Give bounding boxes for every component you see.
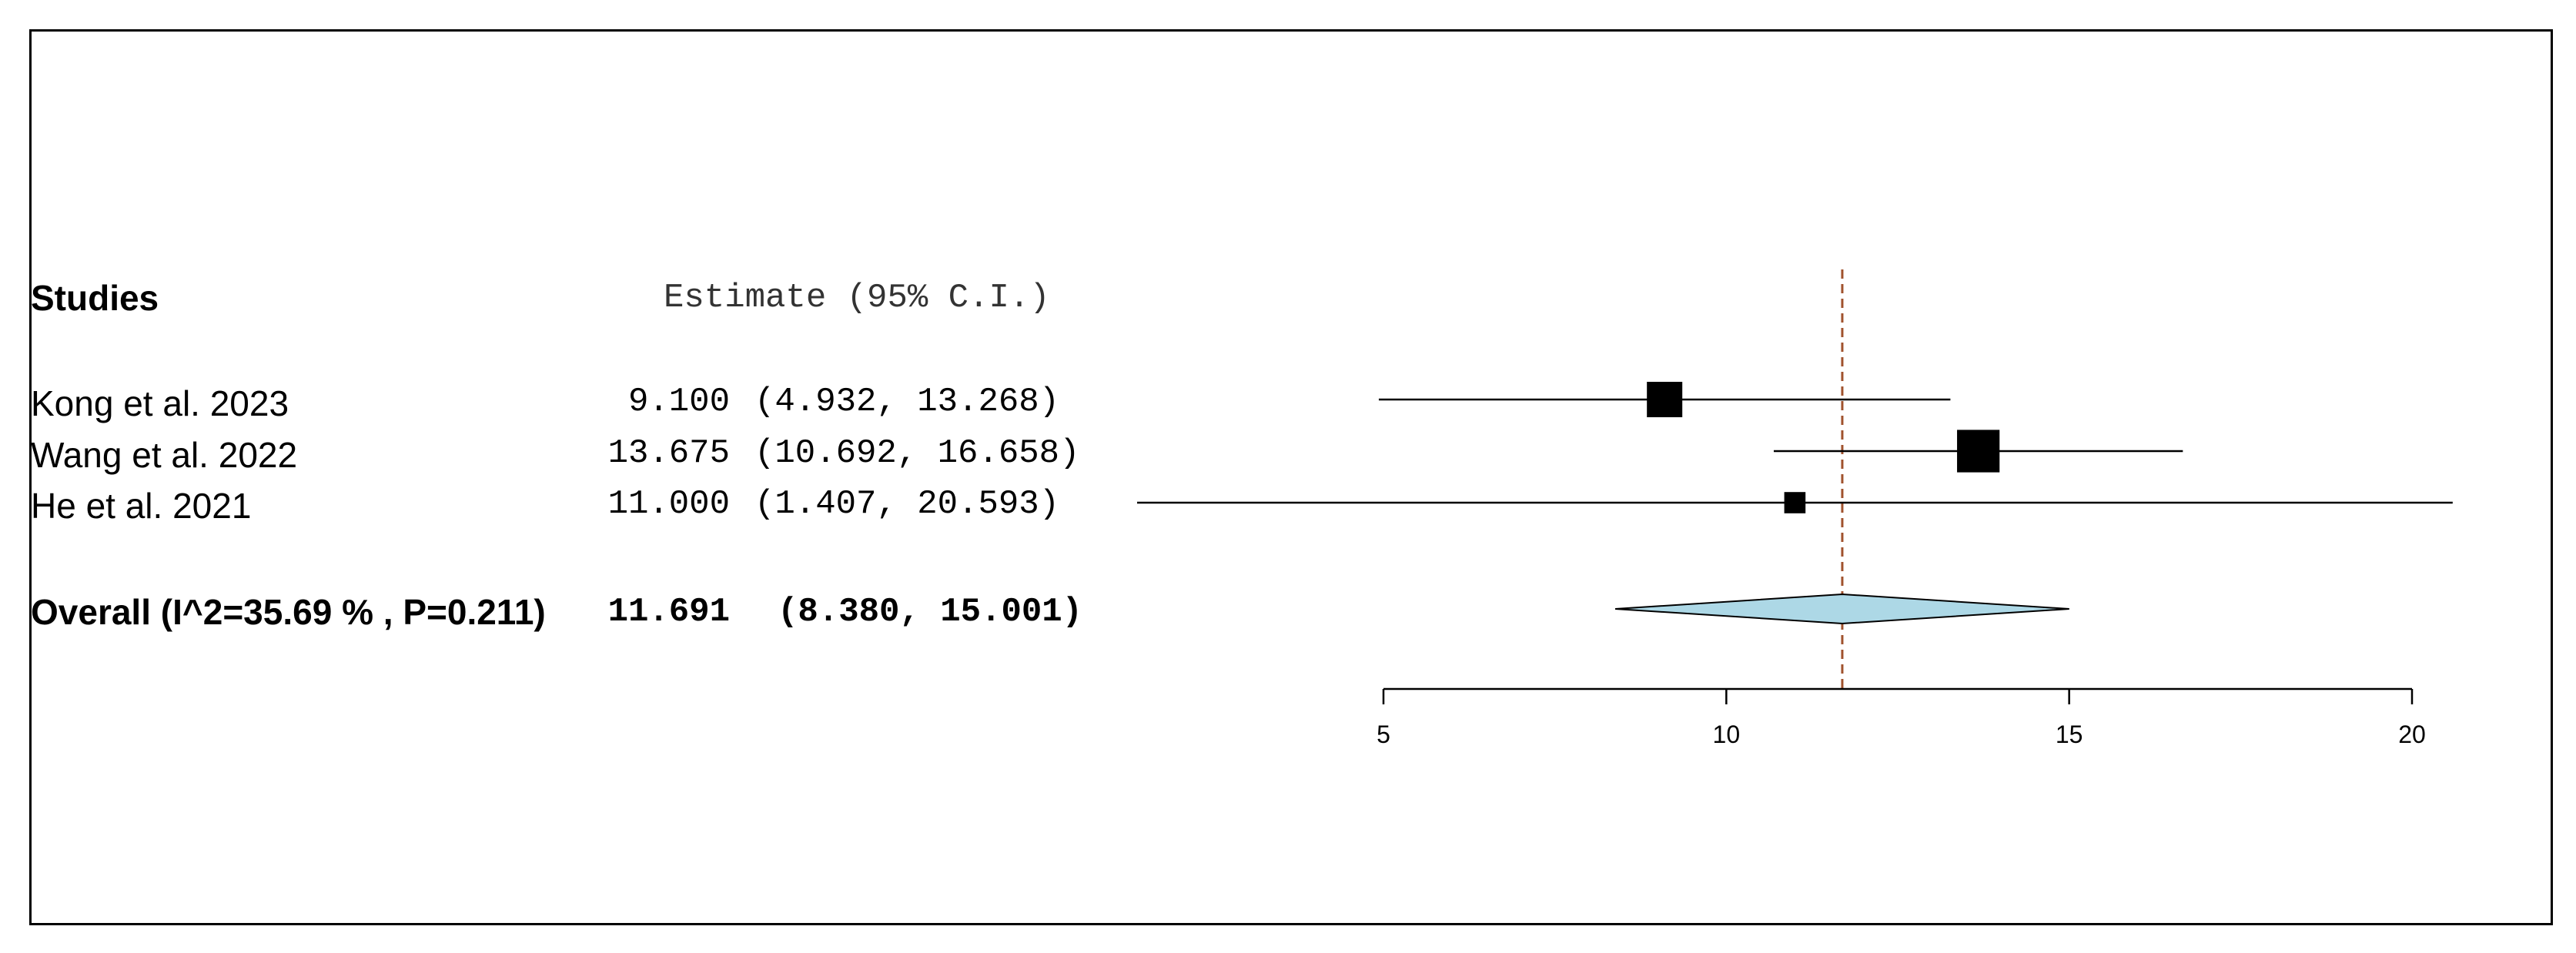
study-label: Wang et al. 2022 — [31, 435, 298, 475]
overall-estimate: 11.691 — [607, 593, 730, 631]
x-axis-tick-label: 20 — [2398, 721, 2426, 748]
study-ci: (1.407, 20.593) — [754, 485, 1060, 523]
x-axis-tick-label: 5 — [1377, 721, 1390, 748]
study-estimate: 11.000 — [607, 485, 730, 523]
study-estimate: 9.100 — [627, 383, 730, 421]
estimate-header: Estimate (95% C.I.) — [664, 279, 1050, 317]
x-axis-tick-label: 15 — [2056, 721, 2083, 748]
study-label: Kong et al. 2023 — [31, 383, 289, 423]
plot-frame — [29, 29, 2553, 925]
overall-diamond — [1614, 593, 2069, 625]
study-estimate: 13.675 — [607, 434, 730, 473]
study-marker — [1784, 492, 1806, 513]
study-ci: (4.932, 13.268) — [754, 383, 1060, 421]
x-axis-tick-label: 10 — [1713, 721, 1741, 748]
study-marker — [1647, 382, 1683, 417]
study-label: He et al. 2021 — [31, 486, 252, 526]
overall-ci: (8.380, 15.001) — [778, 593, 1083, 631]
study-ci: (10.692, 16.658) — [754, 434, 1080, 473]
study-marker — [1957, 430, 2000, 473]
studies-header: Studies — [31, 278, 159, 318]
overall-label: Overall (I^2=35.69 % , P=0.211) — [31, 592, 546, 632]
